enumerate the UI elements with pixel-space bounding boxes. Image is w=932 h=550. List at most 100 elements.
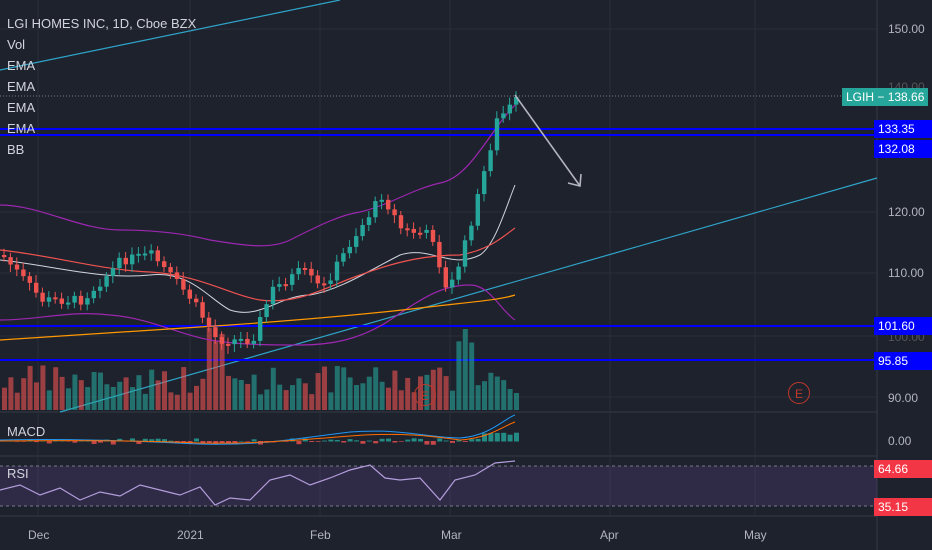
macd-histogram-bar (226, 441, 231, 444)
macd-histogram-bar (98, 441, 103, 443)
macd-histogram-bar (59, 440, 65, 442)
macd-histogram-bar (514, 432, 519, 442)
candle (213, 327, 218, 338)
macd-histogram-bar (443, 440, 449, 442)
candle (341, 253, 346, 262)
candle (482, 171, 487, 195)
macd-histogram-bar (488, 433, 494, 442)
candle (354, 236, 359, 247)
volume-bar (379, 381, 385, 410)
trendline-lower (59, 177, 878, 413)
macd-histogram-bar (462, 441, 468, 442)
volume-bar (264, 389, 270, 410)
level-tag: 133.35 (874, 120, 932, 138)
volume-bar (194, 385, 199, 410)
macd-histogram-bar (405, 439, 411, 442)
macd-histogram-bar (392, 441, 398, 443)
legend-ema-2[interactable]: EMA (7, 79, 36, 94)
legend-vol[interactable]: Vol (7, 37, 26, 52)
macd-histogram-bar (238, 440, 244, 442)
candle (494, 118, 500, 151)
chart-title[interactable]: LGI HOMES INC, 1D, Cboe BZX (7, 16, 197, 31)
candle (277, 284, 282, 287)
candle (155, 250, 160, 262)
candle (258, 317, 263, 341)
macd-histogram-bar (507, 434, 513, 442)
volume-bar (14, 392, 20, 410)
macd-histogram-bar (469, 439, 475, 442)
macd-histogram-bar (34, 441, 39, 443)
candle (104, 276, 109, 287)
level-tag: 101.60 (874, 317, 932, 335)
macd-histogram-bar (373, 441, 379, 444)
earnings-event-icon[interactable]: E (414, 384, 436, 406)
volume-bar (347, 377, 353, 410)
macd-histogram-bar (398, 441, 404, 442)
macd-histogram-bar (430, 441, 436, 445)
candle (315, 275, 320, 284)
candle (488, 150, 493, 172)
candle (514, 97, 519, 105)
volume-bar (117, 381, 123, 410)
macd-histogram-bar (117, 438, 123, 442)
candle (21, 269, 26, 277)
rsi-label[interactable]: RSI (7, 466, 29, 481)
legend-bb[interactable]: BB (7, 142, 25, 157)
macd-histogram-bar (78, 440, 84, 442)
candle (347, 246, 352, 254)
volume-bar (302, 383, 308, 410)
candle (430, 229, 436, 242)
ticker-tag: LGIH (846, 90, 875, 104)
volume-bar (155, 380, 161, 410)
candle (91, 290, 96, 299)
macd-histogram-bar (142, 438, 148, 442)
earnings-event-icon[interactable]: E (788, 382, 810, 404)
volume-bar (514, 392, 519, 410)
volume-bar (2, 387, 7, 410)
candle (366, 217, 372, 225)
candle (264, 304, 269, 318)
volume-bar (136, 375, 142, 410)
macd-histogram-bar (501, 432, 507, 442)
volume-bar (328, 392, 334, 410)
volume-bar (21, 378, 27, 410)
candle (405, 228, 410, 231)
macd-axis-label: 0.00 (888, 434, 912, 448)
macd-label[interactable]: MACD (7, 424, 46, 439)
volume-bar (91, 372, 97, 410)
volume-bar (373, 367, 379, 410)
volume-bar (334, 366, 340, 410)
volume-bar (40, 365, 46, 410)
trendline-upper (0, 0, 341, 71)
price-axis-label: 150.00 (888, 22, 925, 36)
volume-bar (366, 376, 372, 410)
price-axis-label: 110.00 (888, 266, 924, 280)
legend-ema-1[interactable]: EMA (7, 58, 36, 73)
legend-ema-3[interactable]: EMA (7, 100, 36, 115)
volume-bar (27, 365, 33, 410)
volume-bar (443, 376, 449, 410)
volume-bar (187, 392, 193, 410)
volume-bar (482, 381, 487, 410)
macd-histogram-bar (162, 439, 167, 442)
volume-bar (411, 392, 417, 410)
candle (66, 302, 71, 305)
macd-histogram-bar (334, 439, 340, 442)
candle (507, 104, 512, 114)
candle (238, 338, 244, 341)
volume-bar (501, 380, 507, 410)
macd-histogram-bar (206, 441, 212, 443)
macd-histogram-bar (437, 438, 443, 442)
candle (2, 255, 7, 258)
macd-histogram-bar (21, 441, 27, 442)
macd-histogram-bar (328, 439, 334, 442)
macd-histogram-bar (66, 441, 71, 442)
macd-histogram-bar (232, 441, 238, 443)
volume-bar (66, 388, 71, 410)
legend-ema-4[interactable]: EMA (7, 121, 36, 136)
candle (181, 278, 186, 290)
rsi-lower-tag: 35.15 (874, 498, 932, 516)
macd-histogram-bar (322, 440, 327, 442)
time-axis-label: Feb (310, 528, 331, 542)
